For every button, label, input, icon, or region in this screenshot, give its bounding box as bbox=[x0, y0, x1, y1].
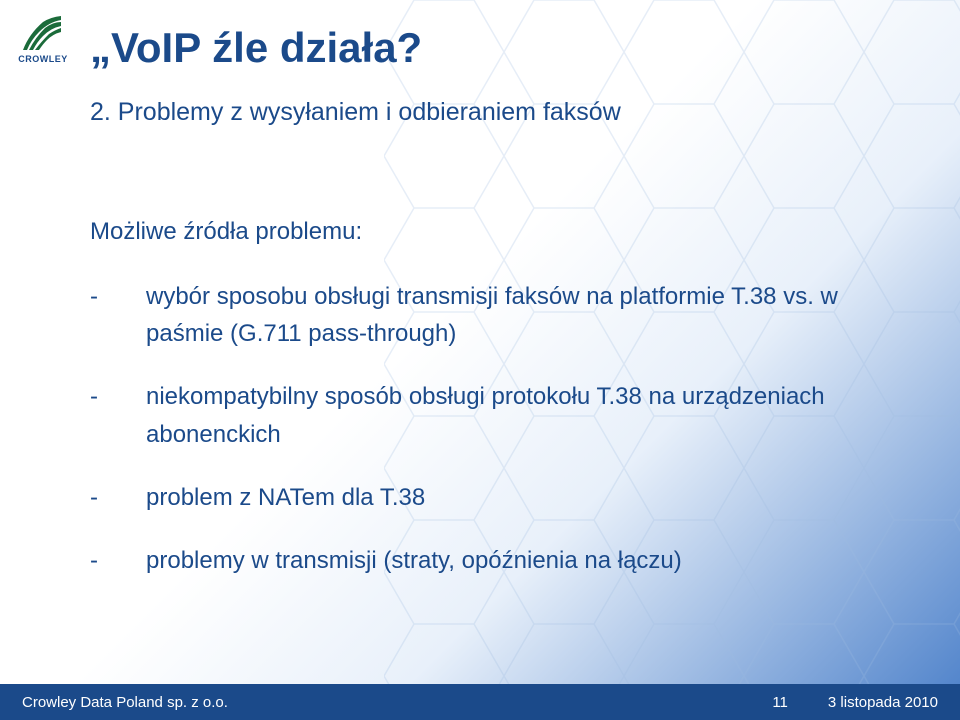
footer: Crowley Data Poland sp. z o.o. 11 3 list… bbox=[0, 684, 960, 720]
footer-company: Crowley Data Poland sp. z o.o. bbox=[22, 694, 772, 711]
slide-title: „VoIP źle działa? bbox=[90, 24, 422, 72]
bullet-text: niekompatybilny sposób obsługi protokołu… bbox=[146, 378, 900, 452]
list-item: - problemy w transmisji (straty, opóźnie… bbox=[90, 542, 900, 579]
brand-name: CROWLEY bbox=[18, 54, 68, 64]
brand-logo: CROWLEY bbox=[14, 14, 72, 74]
slide-subtitle: 2. Problemy z wysyłaniem i odbieraniem f… bbox=[90, 98, 621, 127]
dash-icon: - bbox=[90, 378, 146, 452]
bullet-text: wybór sposobu obsługi transmisji faksów … bbox=[146, 278, 900, 352]
crowley-logo-icon bbox=[21, 14, 65, 52]
bullet-list: - wybór sposobu obsługi transmisji faksó… bbox=[90, 278, 900, 605]
dash-icon: - bbox=[90, 278, 146, 352]
dash-icon: - bbox=[90, 542, 146, 579]
slide: CROWLEY „VoIP źle działa? 2. Problemy z … bbox=[0, 0, 960, 720]
list-item: - niekompatybilny sposób obsługi protoko… bbox=[90, 378, 900, 452]
section-label: Możliwe źródła problemu: bbox=[90, 218, 362, 246]
bullet-text: problem z NATem dla T.38 bbox=[146, 479, 900, 516]
list-item: - problem z NATem dla T.38 bbox=[90, 479, 900, 516]
footer-page-number: 11 bbox=[772, 694, 788, 711]
bullet-text: problemy w transmisji (straty, opóźnieni… bbox=[146, 542, 900, 579]
list-item: - wybór sposobu obsługi transmisji faksó… bbox=[90, 278, 900, 352]
dash-icon: - bbox=[90, 479, 146, 516]
footer-date: 3 listopada 2010 bbox=[828, 694, 938, 711]
